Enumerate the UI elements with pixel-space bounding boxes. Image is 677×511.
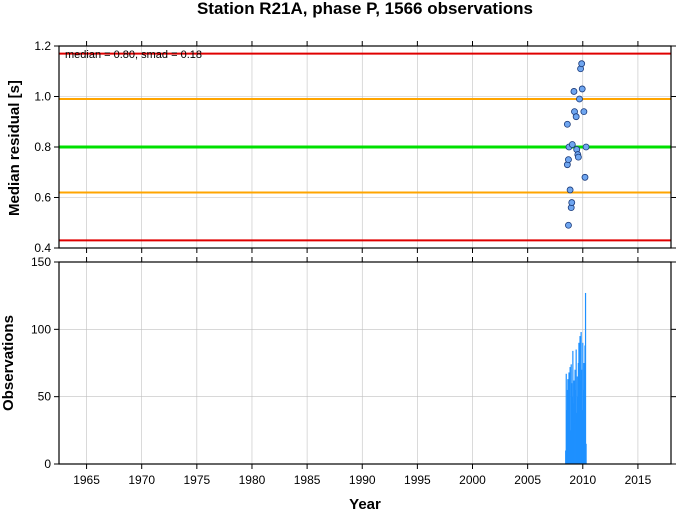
observation-bar — [575, 349, 577, 464]
x-tick-label: 1990 — [349, 473, 376, 487]
bottom-panel-ylabel: Observations — [0, 315, 17, 411]
residual-point — [565, 221, 572, 229]
y-tick-label: 0 — [44, 457, 51, 471]
x-tick-label: 1965 — [73, 473, 100, 487]
panel-frame — [58, 261, 672, 465]
y-tick-label: 1.0 — [34, 90, 51, 104]
y-tick-label: 100 — [31, 322, 51, 336]
x-tick-label: 1995 — [404, 473, 431, 487]
x-tick-label: 1980 — [239, 473, 266, 487]
residual-point — [580, 108, 588, 116]
top-panel-ylabel: Median residual [s] — [6, 80, 23, 216]
top-panel-axes: 0.4 0.6 0.8 1.0 1.2 — [34, 39, 676, 255]
bottom-panel: 0 50 100 150 1965 1970 1975 1980 1985 1990 1995 200… — [0, 255, 676, 487]
top-panel-points — [563, 60, 590, 229]
residual-point — [578, 60, 586, 68]
x-tick-label: 2010 — [569, 473, 596, 487]
residual-point — [572, 113, 580, 121]
residual-point — [566, 186, 574, 194]
observation-bar — [573, 380, 575, 464]
x-tick-label: 2015 — [625, 473, 652, 487]
observation-bar — [584, 292, 587, 464]
residual-point — [568, 141, 576, 148]
y-tick-label: 50 — [38, 390, 52, 404]
x-tick-label: 2000 — [459, 473, 486, 487]
x-tick-label: 2005 — [514, 473, 541, 487]
median-smad-annotation: median = 0.80, smad = 0.18 — [65, 49, 202, 61]
y-tick-label: 0.6 — [34, 191, 51, 205]
residual-point — [565, 156, 572, 164]
x-axis-label: Year — [349, 496, 381, 511]
chart-title: Station R21A, phase P, 1566 observations — [197, 0, 533, 18]
observation-bar — [567, 379, 569, 464]
residual-point — [563, 120, 571, 128]
residual-point — [576, 95, 583, 103]
top-panel-reference-lines — [59, 52, 671, 242]
y-tick-label: 150 — [31, 255, 51, 269]
bottom-panel-axes: 0 50 100 150 1965 1970 1975 1980 1985 1990 1995 200… — [31, 255, 676, 487]
bottom-panel-bars — [565, 292, 587, 464]
x-tick-label: 1985 — [294, 473, 321, 487]
x-tick-label: 1975 — [183, 473, 210, 487]
y-tick-label: 1.2 — [34, 39, 51, 53]
x-tick-label: 1970 — [128, 473, 155, 487]
y-tick-label: 0.4 — [34, 241, 51, 255]
observation-bar — [585, 443, 587, 464]
residual-point — [570, 88, 578, 95]
observation-bar — [569, 367, 571, 464]
residual-point — [574, 153, 582, 161]
residual-point — [581, 173, 589, 181]
residual-point — [578, 85, 586, 93]
top-panel: 0.4 0.6 0.8 1.0 1.2 median = 0.80, smad = 0.… — [6, 39, 676, 255]
y-tick-label: 0.8 — [34, 140, 51, 154]
residual-point — [582, 143, 590, 151]
residual-point — [568, 199, 576, 206]
